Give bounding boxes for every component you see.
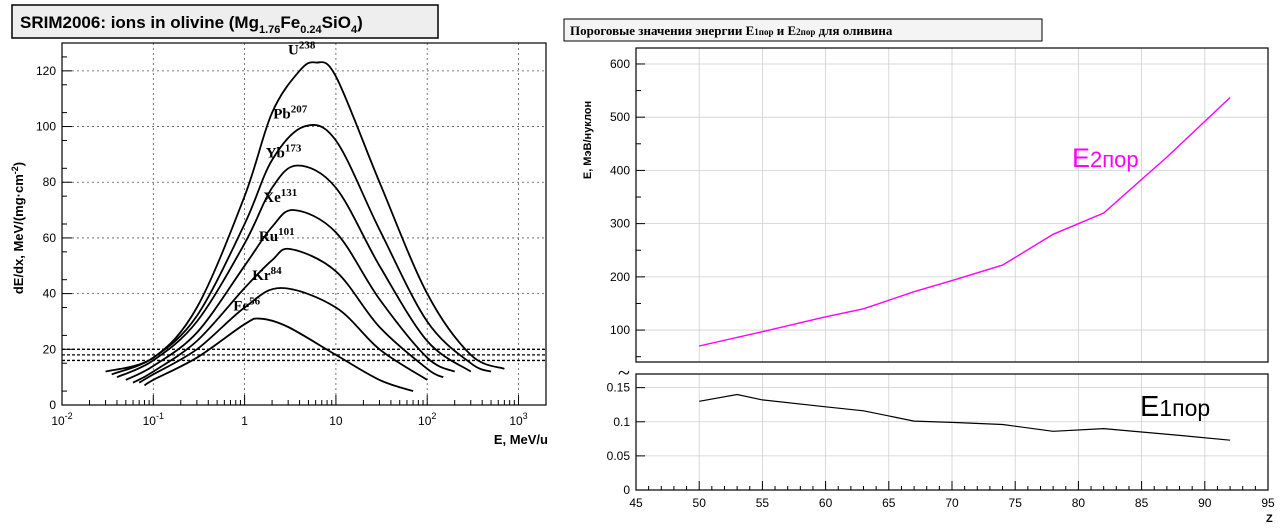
right-lower-y-tick-label: 0: [623, 483, 630, 497]
left-x-tick-label: 1: [241, 414, 248, 428]
right-x-tick-label: 45: [629, 496, 643, 510]
right-x-tick-label: 65: [882, 496, 896, 510]
right-upper-y-tick-label: 100: [610, 323, 630, 337]
right-title-box: [563, 18, 1043, 42]
left-axes: 10-2 10-1 1 10 102 103 0 20 40 60 80 100 120: [36, 42, 547, 428]
left-curve-fe: [143, 317, 414, 392]
right-x-tick-label: 80: [1072, 496, 1086, 510]
right-lower-y-tick-label: 0.15: [607, 381, 631, 395]
left-y-tick-label: 100: [36, 120, 56, 134]
left-x-axis-label: E, MeV/u: [494, 432, 548, 447]
left-chart-title: SRIM2006: ions in olivine (Mg1.76Fe0.24S…: [20, 13, 363, 36]
left-curve-label: Fe56: [233, 296, 260, 315]
right-x-tick-label: 75: [1009, 496, 1023, 510]
right-upper-y-tick-label: 600: [610, 57, 630, 71]
right-x-tick-label: 50: [693, 496, 707, 510]
left-x-tick-label: 103: [509, 411, 527, 428]
e2-series-label: E2пор: [1072, 143, 1139, 173]
left-y-tick-label: 0: [49, 398, 56, 412]
left-curve-kr: [138, 287, 428, 384]
right-upper-gridlines: [636, 48, 1268, 362]
right-upper-y-tick-label: 400: [610, 163, 630, 177]
left-x-tick-label: 10-2: [51, 411, 72, 428]
left-curve-label: Pb207: [273, 104, 308, 123]
left-chart: SRIM2006: ions in olivine (Mg1.76Fe0.24S…: [10, 4, 548, 447]
e1-series-line: [699, 393, 1231, 441]
left-y-tick-label: 20: [43, 342, 57, 356]
left-curve-label: Ru101: [259, 226, 295, 245]
right-upper-frame: [635, 47, 1269, 363]
right-y-axis-label: E, МэВ/нуклон: [582, 101, 594, 179]
right-upper-y-tick-label: 500: [610, 110, 630, 124]
right-x-tick-label: 70: [945, 496, 959, 510]
right-lower-y-tick-label: 0.1: [613, 415, 630, 429]
right-lower-frame: [635, 373, 1269, 491]
left-curve-labels: U238 Pb207 Yb173 Xe131 Ru101 Kr84 Fe56: [233, 39, 316, 314]
left-x-tick-label: 10: [329, 414, 343, 428]
right-upper-series: [699, 96, 1231, 347]
left-gridlines: [62, 43, 546, 405]
right-upper-y-tick-label: 200: [610, 270, 630, 284]
left-title-box: [11, 4, 439, 39]
left-y-tick-label: 120: [36, 64, 56, 78]
left-y-tick-label: 40: [43, 287, 57, 301]
right-lower-series: [699, 393, 1231, 441]
left-curves: [105, 61, 505, 392]
axis-break-symbol: ~: [618, 360, 630, 385]
left-y-tick-label: 80: [43, 175, 57, 189]
right-lower-y-tick-label: 0.05: [607, 449, 631, 463]
right-x-tick-label: 95: [1261, 496, 1275, 510]
left-curve-u: [105, 61, 505, 373]
left-y-axis-label: dE/dx, MeV/(mg·cm-2): [10, 162, 26, 294]
left-curve-label: Yb173: [266, 143, 302, 162]
right-lower-gridlines: [636, 374, 1268, 490]
left-plot-frame: [61, 42, 547, 406]
right-x-tick-label: 85: [1135, 496, 1149, 510]
left-y-tick-label: 60: [43, 231, 57, 245]
e2-series-line: [699, 96, 1231, 347]
left-x-tick-label: 102: [418, 411, 436, 428]
left-curve-ru: [132, 247, 444, 384]
right-x-tick-label: 90: [1198, 496, 1212, 510]
left-curve-pb: [111, 124, 492, 376]
left-x-tick-label: 10-1: [143, 411, 164, 428]
left-curve-label: Xe131: [263, 187, 297, 206]
right-x-tick-label: 60: [819, 496, 833, 510]
left-threshold-lines: [62, 348, 546, 362]
right-axes: 45 50 55 60 65 70 75 80 85 90 95 100 200 300 400 500 600…: [607, 47, 1275, 510]
left-curve-label: U238: [288, 39, 316, 58]
e1-series-label: E1пор: [1140, 391, 1210, 423]
right-chart-title: Пороговые значения энергии E1пор и E2пор…: [570, 23, 893, 38]
left-curve-label: Kr84: [252, 265, 282, 284]
left-curve-yb: [116, 164, 472, 379]
right-x-axis-label: Z: [1266, 513, 1273, 525]
right-upper-y-tick-label: 300: [610, 217, 630, 231]
left-curve-xe: [125, 209, 456, 381]
right-x-tick-label: 55: [756, 496, 770, 510]
right-chart: Пороговые значения энергии E1пор и E2пор…: [563, 18, 1275, 525]
